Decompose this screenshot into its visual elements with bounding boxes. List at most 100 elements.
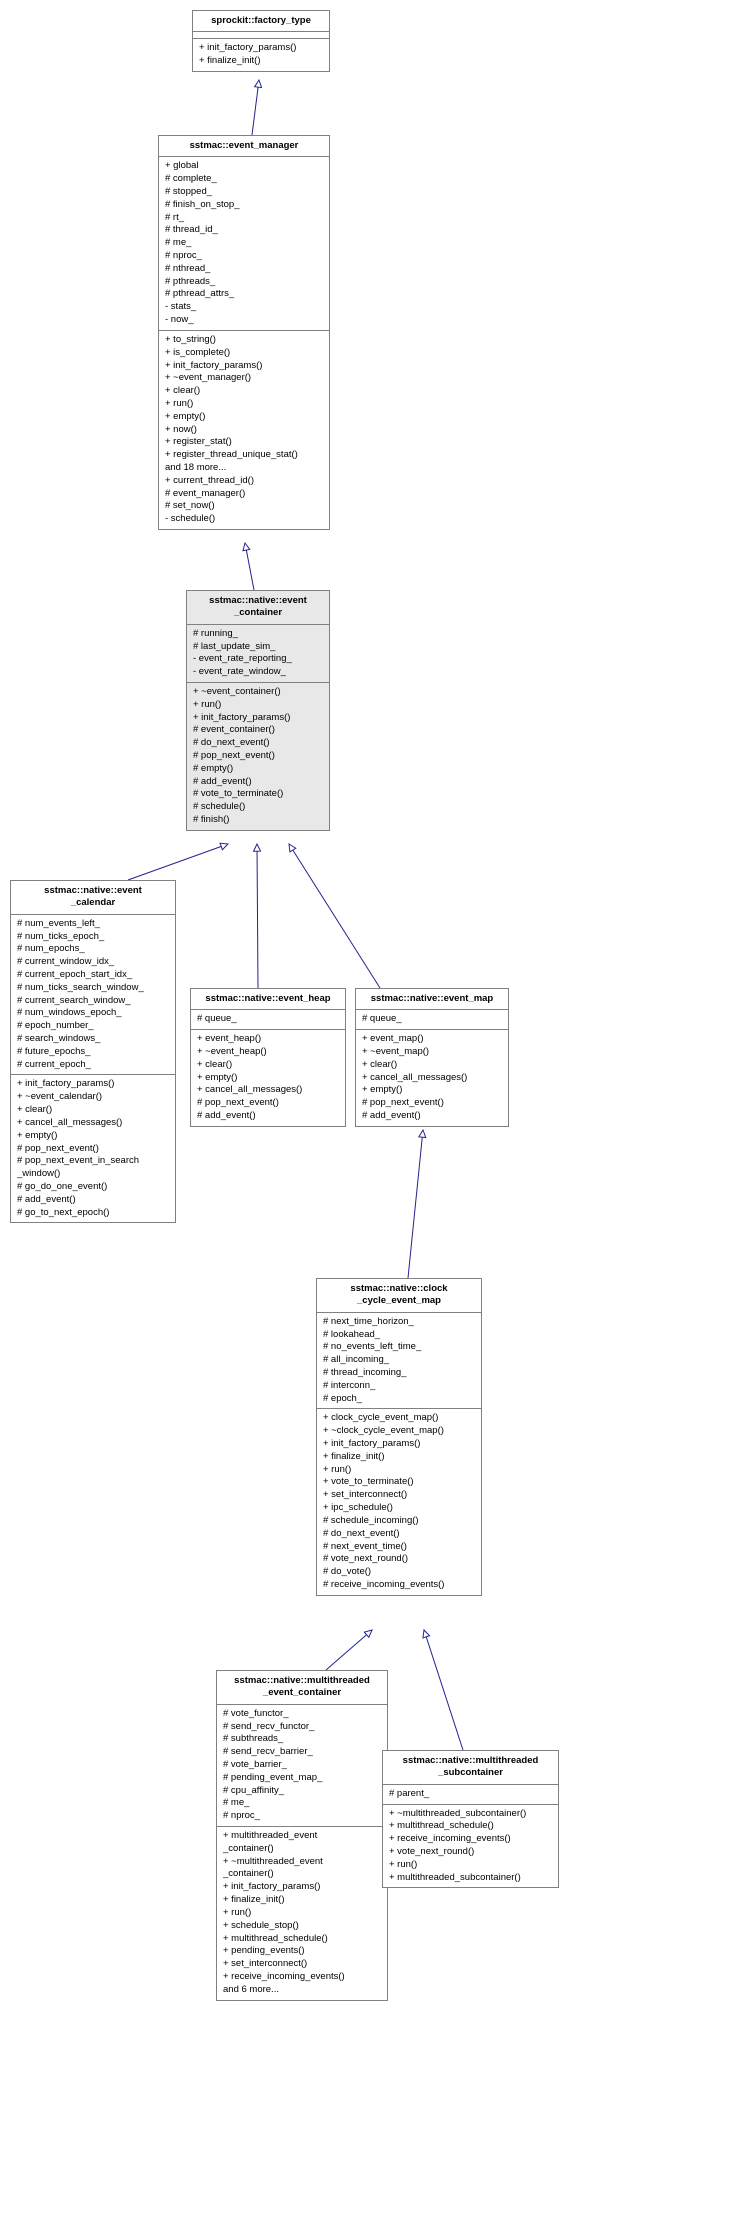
class-factory_type: sprockit::factory_type + init_factory_pa…: [192, 10, 330, 72]
member-row: + set_interconnect(): [323, 1489, 475, 1502]
member-row: # go_to_next_epoch(): [17, 1207, 169, 1220]
member-row: + set_interconnect(): [223, 1958, 381, 1971]
member-row: # running_: [193, 628, 323, 641]
member-row: + global: [165, 160, 323, 173]
class-multithreaded_subcontainer: sstmac::native::multithreaded _subcontai…: [382, 1750, 559, 1888]
class-clock_cycle_event_map: sstmac::native::clock _cycle_event_map# …: [316, 1278, 482, 1596]
member-row: + receive_incoming_events(): [223, 1971, 381, 1984]
member-row: + empty(): [17, 1130, 169, 1143]
member-row: + pending_events(): [223, 1945, 381, 1958]
member-row: # nthread_: [165, 263, 323, 276]
member-row: # num_ticks_search_window_: [17, 982, 169, 995]
member-row: + multithread_schedule(): [389, 1820, 552, 1833]
member-row: # pop_next_event(): [17, 1143, 169, 1156]
class-event_map: sstmac::native::event_map# queue_+ event…: [355, 988, 509, 1127]
member-row: # nproc_: [223, 1810, 381, 1823]
member-row: # parent_: [389, 1788, 552, 1801]
member-row: + vote_next_round(): [389, 1846, 552, 1859]
member-row: + current_thread_id(): [165, 475, 323, 488]
member-row: # epoch_number_: [17, 1020, 169, 1033]
member-row: + event_heap(): [197, 1033, 339, 1046]
member-row: # thread_incoming_: [323, 1367, 475, 1380]
member-row: # num_ticks_epoch_: [17, 931, 169, 944]
member-row: # schedule_incoming(): [323, 1515, 475, 1528]
member-row: # send_recv_barrier_: [223, 1746, 381, 1759]
member-row: and 6 more...: [223, 1984, 381, 1997]
member-row: # vote_next_round(): [323, 1553, 475, 1566]
class-title: sstmac::native::multithreaded _subcontai…: [383, 1751, 558, 1785]
class-title: sprockit::factory_type: [193, 11, 329, 32]
member-row: # go_do_one_event(): [17, 1181, 169, 1194]
member-row: # pop_next_event_in_search _window(): [17, 1155, 169, 1181]
member-row: # add_event(): [17, 1194, 169, 1207]
member-row: # no_events_left_time_: [323, 1341, 475, 1354]
member-row: # current_search_window_: [17, 995, 169, 1008]
attributes-section: # queue_: [356, 1010, 508, 1030]
member-row: # current_window_idx_: [17, 956, 169, 969]
member-row: + init_factory_params(): [223, 1881, 381, 1894]
member-row: # set_now(): [165, 500, 323, 513]
member-row: + cancel_all_messages(): [17, 1117, 169, 1130]
attributes-section: + global# complete_# stopped_# finish_on…: [159, 157, 329, 331]
member-row: # schedule(): [193, 801, 323, 814]
member-row: # current_epoch_start_idx_: [17, 969, 169, 982]
member-row: + schedule_stop(): [223, 1920, 381, 1933]
member-row: # queue_: [362, 1013, 502, 1026]
member-row: # complete_: [165, 173, 323, 186]
member-row: # me_: [223, 1797, 381, 1810]
attributes-section: # vote_functor_# send_recv_functor_# sub…: [217, 1705, 387, 1827]
member-row: # pop_next_event(): [193, 750, 323, 763]
member-row: # add_event(): [362, 1110, 502, 1123]
member-row: # do_vote(): [323, 1566, 475, 1579]
member-row: + to_string(): [165, 334, 323, 347]
member-row: # event_manager(): [165, 488, 323, 501]
methods-section: + clock_cycle_event_map()+ ~clock_cycle_…: [317, 1409, 481, 1594]
member-row: # vote_functor_: [223, 1708, 381, 1721]
member-row: # thread_id_: [165, 224, 323, 237]
member-row: # vote_barrier_: [223, 1759, 381, 1772]
class-title: sstmac::native::multithreaded _event_con…: [217, 1671, 387, 1705]
member-row: # last_update_sim_: [193, 641, 323, 654]
class-title: sstmac::event_manager: [159, 136, 329, 157]
uml-class-diagram: sprockit::factory_type + init_factory_pa…: [10, 10, 737, 2230]
member-row: # stopped_: [165, 186, 323, 199]
member-row: # me_: [165, 237, 323, 250]
member-row: + ~event_manager(): [165, 372, 323, 385]
attributes-section: # next_time_horizon_# lookahead_# no_eve…: [317, 1313, 481, 1410]
member-row: + is_complete(): [165, 347, 323, 360]
member-row: + run(): [323, 1464, 475, 1477]
member-row: # epoch_: [323, 1393, 475, 1406]
member-row: # do_next_event(): [323, 1528, 475, 1541]
attributes-section: # num_events_left_# num_ticks_epoch_# nu…: [11, 915, 175, 1076]
member-row: + ~event_container(): [193, 686, 323, 699]
member-row: + clear(): [197, 1059, 339, 1072]
member-row: # next_event_time(): [323, 1541, 475, 1554]
member-row: - now_: [165, 314, 323, 327]
member-row: + ~multithreaded_subcontainer(): [389, 1808, 552, 1821]
member-row: + empty(): [165, 411, 323, 424]
class-event_container: sstmac::native::event _container# runnin…: [186, 590, 330, 831]
member-row: # num_epochs_: [17, 943, 169, 956]
member-row: + init_factory_params(): [17, 1078, 169, 1091]
class-event_heap: sstmac::native::event_heap# queue_+ even…: [190, 988, 346, 1127]
member-row: + finalize_init(): [199, 55, 323, 68]
attributes-section: # parent_: [383, 1785, 558, 1805]
member-row: + empty(): [197, 1072, 339, 1085]
member-row: + ~event_calendar(): [17, 1091, 169, 1104]
member-row: # finish(): [193, 814, 323, 827]
methods-section: + init_factory_params()+ finalize_init(): [193, 39, 329, 71]
member-row: # search_windows_: [17, 1033, 169, 1046]
member-row: + multithreaded_subcontainer(): [389, 1872, 552, 1885]
member-row: # num_events_left_: [17, 918, 169, 931]
member-row: # finish_on_stop_: [165, 199, 323, 212]
methods-section: + event_heap()+ ~event_heap()+ clear()+ …: [191, 1030, 345, 1126]
member-row: + run(): [223, 1907, 381, 1920]
class-title: sstmac::native::event _calendar: [11, 881, 175, 915]
member-row: + cancel_all_messages(): [197, 1084, 339, 1097]
member-row: + ~event_map(): [362, 1046, 502, 1059]
member-row: + clock_cycle_event_map(): [323, 1412, 475, 1425]
member-row: # add_event(): [197, 1110, 339, 1123]
member-row: # vote_to_terminate(): [193, 788, 323, 801]
member-row: + run(): [165, 398, 323, 411]
member-row: + event_map(): [362, 1033, 502, 1046]
